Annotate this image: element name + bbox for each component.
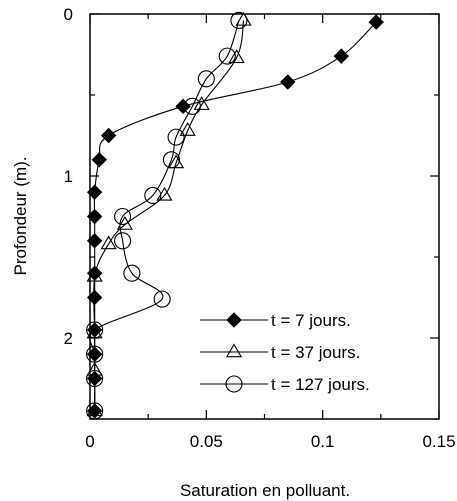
y-tick-label: 0 bbox=[64, 5, 73, 24]
data-point bbox=[86, 184, 103, 200]
y-axis-title: Profondeur (m). bbox=[11, 156, 30, 275]
x-tick-label: 0.1 bbox=[311, 432, 335, 451]
data-point bbox=[114, 232, 132, 250]
data-point bbox=[197, 70, 215, 88]
legend-marker bbox=[225, 375, 243, 393]
legend-marker bbox=[226, 312, 242, 328]
data-point bbox=[235, 11, 252, 26]
data-point bbox=[368, 14, 384, 30]
data-point bbox=[153, 290, 171, 308]
legend-label: t = 127 jours. bbox=[271, 375, 370, 394]
axis-tick-labels: 0 0.05 0.1 0.15 0 1 2 bbox=[64, 5, 456, 451]
data-point bbox=[168, 154, 185, 169]
legend-label: t = 37 jours. bbox=[271, 343, 360, 362]
legend: t = 7 jours. t = 37 jours. t = 127 jours. bbox=[196, 300, 426, 408]
legend-label: t = 7 jours. bbox=[271, 311, 351, 330]
y-tick-label: 1 bbox=[64, 167, 73, 186]
data-point bbox=[86, 289, 103, 306]
data-point bbox=[86, 403, 103, 419]
data-point bbox=[167, 128, 185, 146]
data-point bbox=[86, 322, 103, 338]
data-point bbox=[86, 370, 103, 387]
data-point bbox=[100, 127, 117, 144]
data-point bbox=[116, 216, 133, 230]
x-axis-title: Saturation en polluant. bbox=[180, 481, 350, 500]
legend-marker bbox=[225, 343, 243, 358]
x-tick-label: 0 bbox=[85, 432, 94, 451]
data-point bbox=[144, 186, 162, 204]
x-tick-label: 0.15 bbox=[422, 432, 455, 451]
data-point bbox=[218, 47, 236, 65]
series-markers bbox=[86, 11, 384, 420]
y-tick-label: 2 bbox=[64, 329, 73, 348]
data-point bbox=[333, 48, 349, 64]
data-point bbox=[123, 264, 141, 282]
data-point bbox=[86, 346, 103, 362]
axis-ticks bbox=[89, 13, 440, 420]
data-point bbox=[175, 98, 191, 115]
data-point bbox=[86, 208, 103, 225]
data-point bbox=[179, 122, 196, 136]
x-tick-label: 0.05 bbox=[190, 432, 223, 451]
data-point bbox=[86, 265, 103, 281]
data-point bbox=[91, 152, 108, 168]
data-point bbox=[156, 186, 173, 201]
data-point bbox=[100, 235, 117, 250]
data-point bbox=[230, 11, 248, 30]
data-point bbox=[86, 233, 103, 249]
data-point bbox=[193, 96, 210, 110]
data-point bbox=[114, 207, 132, 226]
data-point bbox=[228, 49, 245, 63]
data-point bbox=[280, 74, 296, 90]
data-point bbox=[86, 369, 104, 388]
